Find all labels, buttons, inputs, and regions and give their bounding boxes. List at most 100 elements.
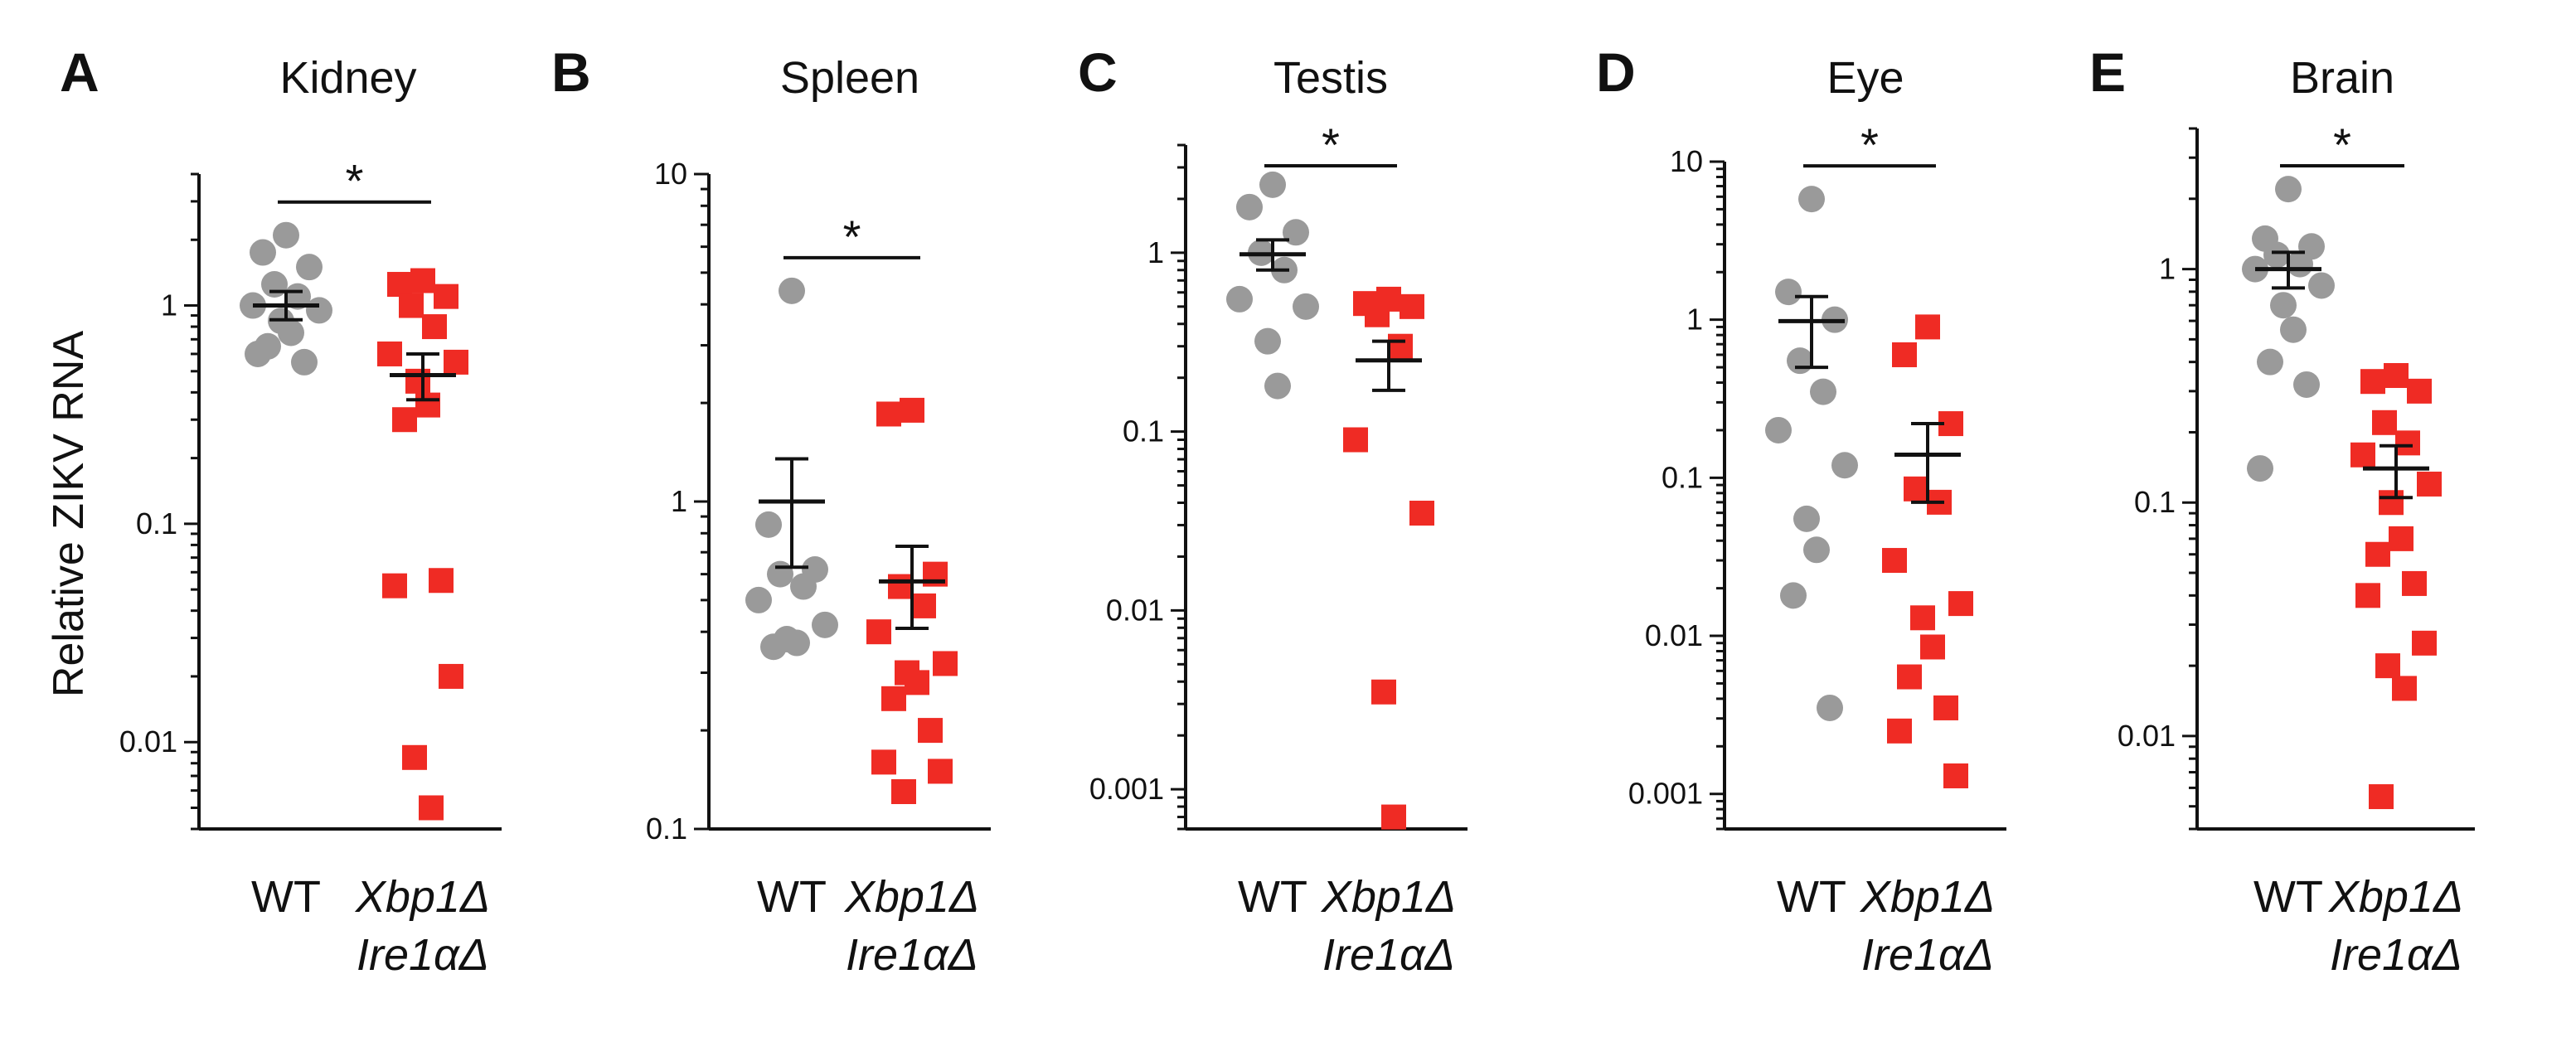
data-point-ko xyxy=(1904,476,1928,502)
data-point-wt xyxy=(790,573,817,600)
data-point-wt xyxy=(767,560,793,588)
data-point-wt xyxy=(1226,285,1253,313)
data-point-ko xyxy=(900,397,924,423)
x-category-label: Ire1αΔ xyxy=(846,930,978,980)
data-point-wt xyxy=(291,348,318,376)
data-point-ko xyxy=(1381,804,1406,830)
data-point-ko xyxy=(1343,427,1368,453)
data-point-wt xyxy=(1283,219,1309,246)
data-point-ko xyxy=(377,341,402,366)
data-point-wt xyxy=(1831,452,1858,479)
x-category-label: WT xyxy=(1238,872,1307,922)
data-point-ko xyxy=(871,749,896,775)
data-point-wt xyxy=(278,319,304,347)
data-point-ko xyxy=(928,758,953,784)
x-category-label: Ire1αΔ xyxy=(1322,930,1455,980)
x-category-label: Ire1αΔ xyxy=(2330,930,2462,980)
data-point-wt xyxy=(745,586,772,613)
data-point-ko xyxy=(1388,333,1413,359)
data-point-ko xyxy=(918,718,943,744)
data-point-ko xyxy=(392,407,417,433)
data-point-ko xyxy=(2372,410,2397,435)
y-tick-label: 1 xyxy=(1686,303,1703,337)
y-tick-label: 0.1 xyxy=(2134,485,2176,519)
data-point-wt xyxy=(1780,582,1807,609)
data-point-ko xyxy=(2355,583,2380,608)
data-point-ko xyxy=(1948,591,1973,617)
data-point-wt xyxy=(1787,347,1813,375)
x-category-label: Xbp1Δ xyxy=(2327,872,2463,922)
data-point-wt xyxy=(2247,455,2273,482)
data-point-wt xyxy=(1293,293,1319,320)
y-tick-label: 0.1 xyxy=(136,506,177,540)
y-tick-label: 0.001 xyxy=(1089,772,1164,806)
data-point-wt xyxy=(783,629,810,657)
panel-title: Spleen xyxy=(780,53,919,103)
data-point-ko xyxy=(1882,548,1907,574)
significance-star: * xyxy=(843,211,861,263)
y-tick-label: 1 xyxy=(161,288,177,322)
panel-title: Brain xyxy=(2290,53,2394,103)
x-category-label: Xbp1Δ xyxy=(1320,872,1456,922)
data-point-wt xyxy=(1264,372,1291,400)
y-tick-label: 1 xyxy=(2159,252,2176,286)
y-tick-label: 10 xyxy=(1670,144,1703,178)
data-point-wt xyxy=(1803,536,1830,564)
data-point-ko xyxy=(2407,378,2432,404)
data-point-wt xyxy=(1259,171,1286,198)
data-point-wt xyxy=(1765,416,1792,443)
significance-star: * xyxy=(346,155,364,207)
data-point-ko xyxy=(402,744,427,770)
data-point-ko xyxy=(1887,718,1912,744)
data-point-wt xyxy=(273,221,299,249)
x-category-label: WT xyxy=(251,872,321,922)
data-point-wt xyxy=(306,297,332,324)
data-point-wt xyxy=(755,511,782,538)
data-point-wt xyxy=(296,254,323,281)
data-point-wt xyxy=(2275,176,2302,203)
y-tick-label: 0.01 xyxy=(1645,618,1703,652)
data-point-ko xyxy=(410,268,435,293)
data-point-ko xyxy=(933,651,958,676)
y-tick-label: 10 xyxy=(654,157,687,191)
y-tick-label: 0.01 xyxy=(2118,719,2176,753)
data-point-ko xyxy=(2384,363,2409,389)
data-point-wt xyxy=(812,611,838,638)
data-point-ko xyxy=(2360,369,2385,395)
panel-letter: E xyxy=(2089,41,2126,103)
y-axis-label: Relative ZIKV RNA xyxy=(45,331,93,697)
data-point-wt xyxy=(1810,378,1836,405)
data-point-wt xyxy=(2257,348,2283,376)
data-point-wt xyxy=(2287,250,2313,278)
data-point-ko xyxy=(444,349,468,375)
data-point-ko xyxy=(1933,695,1958,720)
x-category-label: Xbp1Δ xyxy=(354,872,490,922)
data-point-ko xyxy=(891,778,916,804)
data-point-ko xyxy=(2392,676,2417,701)
data-point-ko xyxy=(415,392,440,418)
data-point-wt xyxy=(250,239,276,266)
data-point-ko xyxy=(1910,605,1935,631)
data-point-wt xyxy=(760,633,787,661)
data-point-ko xyxy=(2389,526,2413,551)
data-point-ko xyxy=(2417,471,2442,497)
panel-letter: D xyxy=(1596,41,1636,103)
data-point-ko xyxy=(2365,541,2390,567)
data-point-ko xyxy=(2412,630,2437,656)
data-point-ko xyxy=(2395,430,2420,456)
data-point-ko xyxy=(1400,293,1424,319)
data-point-wt xyxy=(2270,292,2297,319)
data-point-ko xyxy=(2350,442,2375,468)
data-point-ko xyxy=(1409,501,1434,526)
panel-title: Testis xyxy=(1273,53,1388,103)
data-point-ko xyxy=(2379,490,2404,516)
y-tick-label: 0.01 xyxy=(1106,593,1164,627)
data-point-ko xyxy=(399,293,424,318)
data-point-ko xyxy=(876,401,901,427)
data-point-ko xyxy=(387,272,412,298)
data-point-ko xyxy=(905,670,929,695)
y-tick-label: 0.1 xyxy=(1662,460,1703,494)
x-category-label: WT xyxy=(757,872,827,922)
x-category-label: Ire1αΔ xyxy=(357,930,489,980)
